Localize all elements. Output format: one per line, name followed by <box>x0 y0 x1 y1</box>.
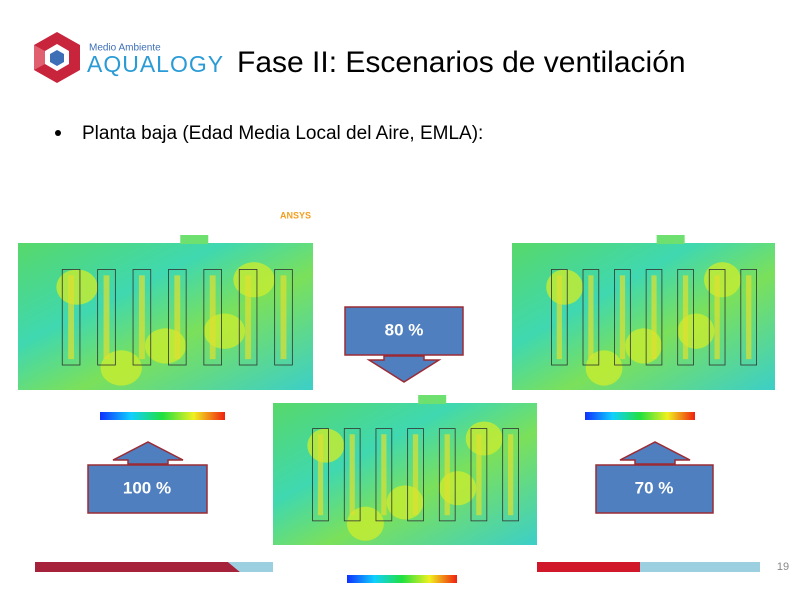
footer-bars <box>35 562 760 572</box>
column-core <box>651 275 657 360</box>
callout-80: 80 % <box>344 306 464 383</box>
callout-label: 80 % <box>385 320 424 339</box>
column-outline <box>407 428 424 522</box>
column-outline <box>582 269 600 366</box>
column-outline <box>502 428 519 522</box>
column-outline <box>708 269 726 366</box>
map-bump <box>180 235 209 244</box>
logo-brand: AQUALOGY <box>87 51 224 77</box>
contour-blob <box>546 269 584 305</box>
column-outline <box>97 269 116 366</box>
column-outline <box>677 269 694 366</box>
column-core <box>381 434 387 516</box>
column-core <box>68 275 75 360</box>
logo-top: Medio Ambiente <box>89 43 161 54</box>
column-outline <box>203 269 222 366</box>
contour-blob <box>346 506 384 541</box>
callout-70: 70 % <box>595 441 714 514</box>
contour-blob <box>585 350 623 386</box>
colorbar <box>100 412 225 420</box>
colorbar <box>585 412 695 420</box>
column-outline <box>61 269 81 366</box>
contour-blob <box>307 428 345 463</box>
column-core <box>349 434 355 516</box>
column-core <box>245 275 252 360</box>
colorbar <box>347 575 457 583</box>
column-core <box>507 434 514 516</box>
column-core <box>138 275 145 360</box>
column-core <box>103 275 110 360</box>
column-core <box>619 275 626 360</box>
column-outline <box>375 428 393 522</box>
column-core <box>746 275 752 360</box>
page-number: 19 <box>777 561 789 573</box>
callout-label: 70 % <box>635 478 674 497</box>
software-logo: ANSYS <box>280 210 311 220</box>
bullet-text: Planta baja (Edad Media Local del Aire, … <box>82 123 483 144</box>
column-outline <box>132 269 152 366</box>
logo <box>34 32 80 83</box>
column-core <box>588 275 594 360</box>
column-outline <box>740 269 757 366</box>
column-core <box>412 434 419 516</box>
column-core <box>209 275 216 360</box>
map-bump <box>656 235 685 244</box>
slide-title: Fase II: Escenarios de ventilación <box>237 46 686 79</box>
column-core <box>317 434 324 516</box>
contour-blob <box>56 269 98 305</box>
column-outline <box>312 428 329 522</box>
column-outline <box>238 269 258 366</box>
column-core <box>714 275 720 360</box>
column-core <box>444 434 450 516</box>
contour-blob <box>703 262 741 298</box>
column-core <box>280 275 287 360</box>
contour-blob <box>100 350 142 386</box>
column-outline <box>614 269 631 366</box>
column-core <box>476 434 482 516</box>
column-outline <box>470 428 488 522</box>
map-bump <box>418 395 447 404</box>
column-outline <box>274 269 293 366</box>
column-core <box>556 275 562 360</box>
contour-blob <box>465 421 503 456</box>
column-outline <box>645 269 663 366</box>
column-outline <box>551 269 568 366</box>
callout-100: 100 % <box>87 441 208 514</box>
column-outline <box>343 428 361 522</box>
contour-blob <box>233 262 275 298</box>
column-outline <box>168 269 187 366</box>
callout-label: 100 % <box>123 478 171 497</box>
maps <box>18 235 775 583</box>
column-core <box>682 275 689 360</box>
bullet-dot <box>55 130 61 136</box>
column-core <box>174 275 181 360</box>
column-outline <box>438 428 456 522</box>
